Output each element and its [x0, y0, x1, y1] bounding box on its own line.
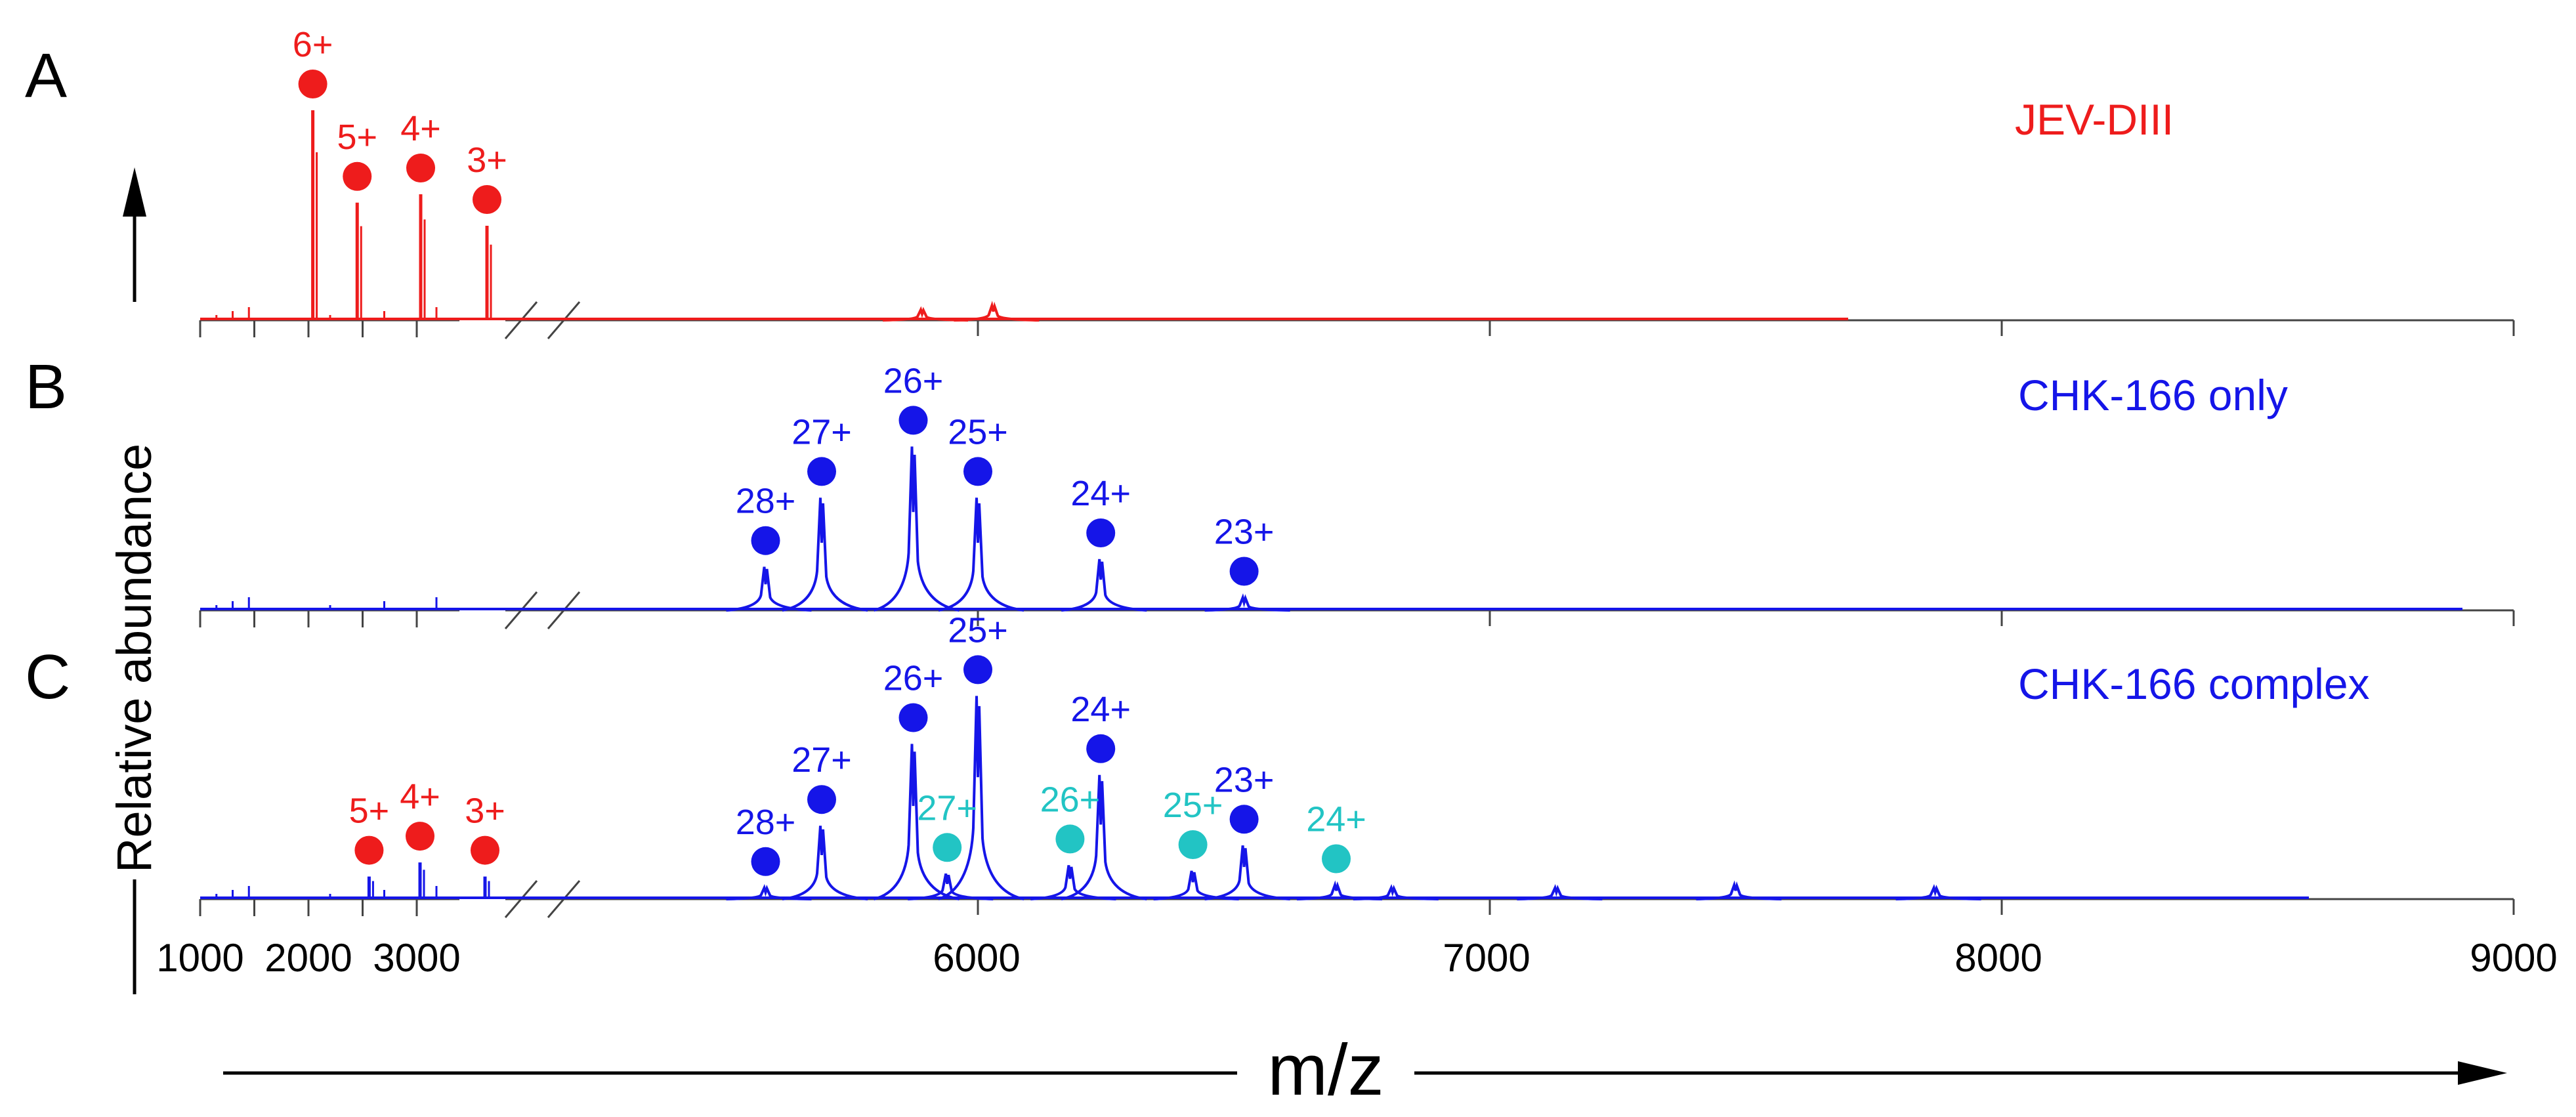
charge-state-marker [898, 703, 928, 732]
panel-c-title: CHK-166 complex [2018, 660, 2370, 708]
charge-state-label: 28+ [736, 482, 796, 521]
x-tick-label-3000: 3000 [373, 936, 460, 980]
panel-letter-c: C [25, 642, 70, 712]
spectrum-peak [1696, 880, 1782, 900]
charge-state-label: 23+ [1214, 760, 1275, 799]
charge-state-marker [354, 835, 384, 865]
charge-state-label: 27+ [792, 412, 852, 452]
y-axis-label: Relative abundance [107, 444, 161, 873]
charge-state-label: 23+ [1214, 513, 1275, 552]
charge-state-marker [898, 406, 928, 435]
charge-state-marker [343, 161, 372, 191]
x-axis-label: m/z [1267, 1030, 1383, 1110]
spectrum-peak [1204, 845, 1290, 900]
spectrum-peak [1517, 884, 1603, 900]
spectrum-peak [1204, 593, 1290, 612]
x-tick-label-6000: 6000 [933, 936, 1020, 980]
charge-state-label: 26+ [883, 361, 944, 400]
panel-letter-a: A [25, 41, 67, 111]
charge-state-label: 25+ [948, 610, 1008, 650]
spectrum-peak [782, 826, 868, 900]
charge-state-marker [807, 785, 836, 814]
y-axis-arrow-head [123, 167, 146, 217]
spectrum-peak [1296, 880, 1383, 900]
charge-state-label: 25+ [1163, 786, 1223, 825]
charge-state-marker [406, 154, 435, 182]
charge-state-marker [1229, 805, 1259, 834]
charge-state-label: 24+ [1306, 800, 1366, 839]
charge-state-marker [1086, 734, 1116, 763]
charge-state-marker [1055, 824, 1085, 854]
spectrum-peak [1061, 774, 1147, 900]
charge-state-marker [471, 835, 499, 865]
spectrum-peak [1895, 884, 1981, 900]
spectrum-peak [938, 497, 1024, 612]
panel-letter-b: B [25, 352, 67, 422]
charge-state-marker [406, 822, 434, 851]
charge-state-label: 4+ [400, 777, 440, 816]
charge-state-label: 24+ [1070, 690, 1131, 729]
charge-state-label: 5+ [337, 117, 377, 157]
charge-state-marker [1178, 830, 1208, 859]
spectrum-peak [873, 744, 960, 900]
charge-state-label: 3+ [465, 791, 505, 831]
charge-state-marker [1086, 518, 1116, 547]
charge-state-label: 28+ [736, 803, 796, 842]
spectrum-peak [782, 497, 868, 612]
charge-state-marker [963, 655, 992, 685]
x-tick-label-1000: 1000 [156, 936, 243, 980]
panel-a-title: JEV-DIII [2015, 95, 2174, 144]
charge-state-label: 27+ [792, 740, 852, 780]
charge-state-marker [751, 847, 780, 876]
x-tick-labels: 1000 2000 3000 6000 7000 8000 9000 [156, 936, 2557, 980]
spectrum-peak [882, 306, 969, 322]
charge-state-label: 4+ [400, 109, 441, 148]
x-tick-label-9000: 9000 [2470, 936, 2557, 980]
x-tick-label-7000: 7000 [1443, 936, 1530, 980]
charge-state-label: 6+ [293, 25, 333, 64]
x-label-mask [1237, 1030, 1414, 1103]
panel-a-plot: 6+ 5+ 4+ 3+ [199, 25, 2515, 340]
charge-state-marker [963, 457, 992, 486]
spectrum-peak [873, 446, 960, 612]
charge-state-marker [1322, 844, 1351, 874]
charge-state-label: 5+ [349, 791, 390, 831]
charge-state-label: 24+ [1070, 474, 1131, 513]
charge-state-label: 26+ [1040, 780, 1101, 819]
charge-state-marker [1229, 557, 1259, 586]
panel-b-title: CHK-166 only [2018, 371, 2288, 419]
panel-c-plot: 5+ 4+ 3+ 28+27+26+25+24+23+27+ 26+ 25+ 24+ [199, 610, 2515, 919]
spectrum-peak [954, 301, 1040, 322]
spectrum-peak [938, 696, 1024, 900]
charge-state-label: 27+ [917, 788, 977, 828]
x-axis-arrow-head [2458, 1061, 2507, 1085]
charge-state-label: 3+ [467, 140, 507, 180]
panel-b-plot: 28+ 27+ 26+25+ 24+ 23+ [199, 361, 2515, 630]
spectrum-peak [1030, 865, 1116, 900]
charge-state-label: 26+ [883, 659, 944, 698]
charge-state-marker [473, 185, 501, 214]
x-tick-label-2000: 2000 [264, 936, 352, 980]
charge-state-marker [807, 457, 836, 486]
spectrum-peak [1061, 558, 1147, 612]
x-tick-label-8000: 8000 [1954, 936, 2042, 980]
spectrum-peak [1153, 870, 1239, 900]
charge-state-marker [298, 70, 327, 98]
y-label-mask [115, 302, 167, 879]
charge-state-marker [751, 526, 780, 555]
charge-state-label: 25+ [948, 412, 1008, 452]
spectrum-peak [908, 873, 994, 900]
charge-state-marker [933, 833, 962, 862]
